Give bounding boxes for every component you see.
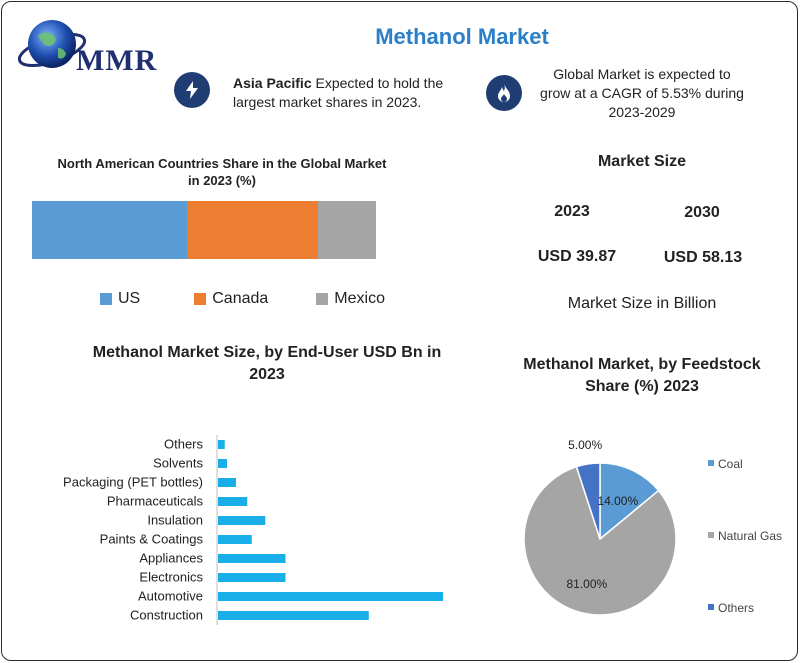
- end-user-bar: [218, 440, 225, 449]
- mmr-logo: MMR: [14, 14, 164, 84]
- market-size-value-2023: USD 39.87: [537, 248, 617, 265]
- legend-swatch-mexico: [316, 293, 329, 305]
- feedstock-chart-title: Methanol Market, by Feedstock Share (%) …: [502, 354, 782, 398]
- stacked-segment-canada: [186, 201, 318, 259]
- pie-legend-swatch: [708, 460, 714, 466]
- pie-slice-natural-gas: [523, 465, 677, 616]
- info-asia-pacific-bold: Asia Pacific: [233, 75, 312, 91]
- end-user-bar: [218, 592, 443, 601]
- market-size-value-2030: USD 58.13: [663, 249, 743, 266]
- feedstock-chart-title-line-2: Share (%) 2023: [585, 378, 699, 395]
- end-user-label: Electronics: [139, 570, 203, 585]
- market-size-year-2030: 2030: [684, 204, 720, 221]
- end-user-label: Automotive: [138, 589, 203, 604]
- info-asia-pacific-text: Expected to hold the largest market shar…: [233, 75, 444, 110]
- legend-item-mexico: Mexico: [316, 290, 385, 308]
- stacked-segment-mexico: [317, 201, 376, 259]
- pie-legend-swatch: [708, 532, 714, 538]
- stacked-chart-title: North American Countries Share in the Gl…: [42, 155, 402, 189]
- end-user-chart-title: Methanol Market Size, by End-User USD Bn…: [72, 342, 462, 386]
- info-asia-pacific: Asia Pacific Expected to hold the larges…: [233, 74, 458, 112]
- end-user-bar: [218, 573, 286, 582]
- end-user-bar: [218, 516, 266, 525]
- globe-icon: [17, 20, 87, 68]
- end-user-label: Paints & Coatings: [100, 532, 204, 547]
- stacked-bar: [32, 201, 376, 259]
- legend-label-us: US: [118, 290, 141, 307]
- end-user-label: Appliances: [139, 551, 203, 566]
- end-user-chart-title-line-1: Methanol Market Size, by End-User USD Bn…: [92, 344, 442, 361]
- lightning-badge: [174, 72, 210, 108]
- legend-label-mexico: Mexico: [334, 290, 385, 307]
- end-user-chart-title-line-2: 2023: [249, 366, 285, 383]
- end-user-bar: [218, 459, 227, 468]
- pie-data-label: 81.00%: [567, 577, 608, 591]
- market-size-title: Market Size: [597, 153, 687, 170]
- end-user-bar: [218, 535, 252, 544]
- lightning-icon: [186, 81, 198, 99]
- feedstock-pie-chart: 14.00% 81.00% 5.00% Coal Natural Gas Others: [523, 438, 782, 616]
- pie-data-label: 5.00%: [568, 438, 602, 452]
- logo-text: MMR: [76, 44, 158, 77]
- stacked-chart-title-line-2: in 2023 (%): [188, 173, 256, 188]
- market-size-year-2023: 2023: [554, 203, 590, 220]
- end-user-bar: [218, 611, 369, 620]
- end-user-label: Pharmaceuticals: [107, 494, 204, 509]
- flame-badge: [486, 75, 522, 111]
- legend-item-canada: Canada: [194, 290, 268, 308]
- end-user-bar: [218, 554, 286, 563]
- end-user-label: Insulation: [147, 513, 203, 528]
- end-user-bar: [218, 497, 248, 506]
- end-user-label: Construction: [130, 608, 203, 623]
- end-user-bar-chart: Others Solvents Packaging (PET bottles) Pha…: [63, 435, 443, 625]
- page-title: Methanol Market: [375, 24, 549, 49]
- legend-item-us: US: [100, 290, 140, 308]
- stacked-chart-title-line-1: North American Countries Share in the Gl…: [57, 156, 387, 171]
- feedstock-chart-title-line-1: Methanol Market, by Feedstock: [523, 356, 761, 373]
- pie-data-label: 14.00%: [597, 494, 638, 508]
- stacked-segment-us: [32, 201, 187, 259]
- stacked-legend: US Canada Mexico: [100, 290, 385, 308]
- info-cagr: Global Market is expected to grow at a C…: [540, 66, 744, 120]
- end-user-label: Solvents: [153, 456, 203, 471]
- pie-legend-label: Natural Gas: [718, 529, 782, 543]
- flame-icon: [498, 84, 510, 102]
- market-size-unit-note: Market Size in Billion: [567, 295, 717, 312]
- pie-legend-label: Others: [718, 601, 754, 615]
- legend-swatch-us: [100, 293, 112, 305]
- end-user-label: Packaging (PET bottles): [63, 475, 203, 490]
- legend-swatch-canada: [194, 293, 207, 305]
- pie-legend-label: Coal: [718, 457, 743, 471]
- legend-label-canada: Canada: [212, 290, 269, 307]
- end-user-bar: [218, 478, 236, 487]
- pie-slice-others: [575, 462, 601, 540]
- pie-slice-coal: [599, 462, 660, 541]
- end-user-label: Others: [164, 437, 204, 452]
- pie-legend-swatch: [708, 604, 714, 610]
